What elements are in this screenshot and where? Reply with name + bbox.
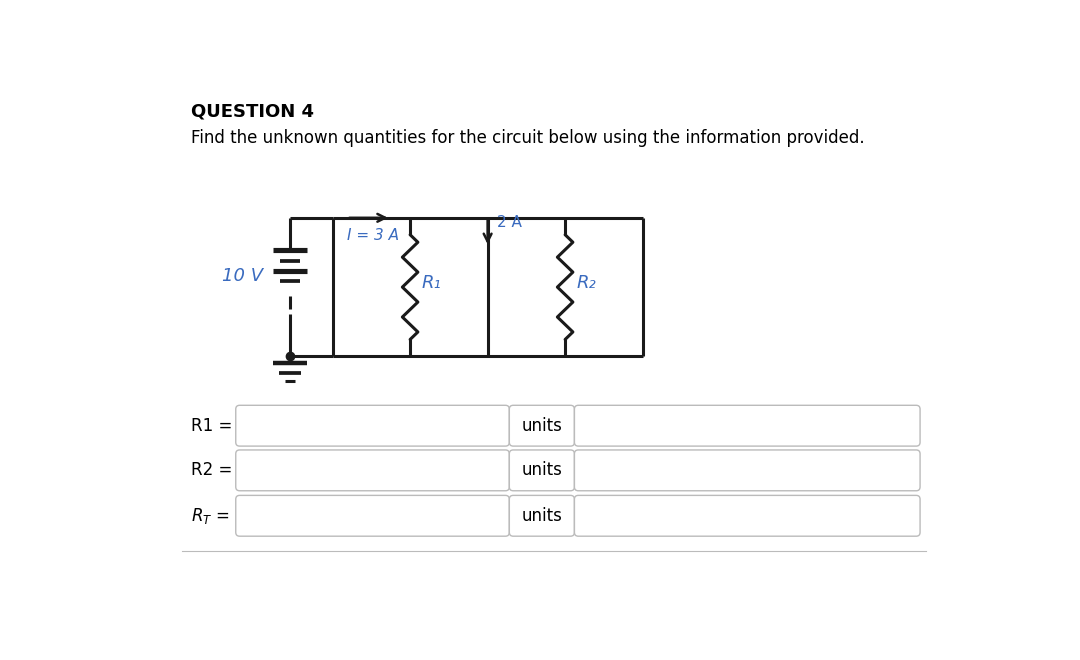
Text: $R_T$ =: $R_T$ = bbox=[191, 506, 229, 526]
Text: I = 3 A: I = 3 A bbox=[347, 228, 399, 243]
FancyBboxPatch shape bbox=[235, 496, 510, 536]
Text: 10 V: 10 V bbox=[221, 267, 262, 284]
Text: Find the unknown quantities for the circuit below using the information provided: Find the unknown quantities for the circ… bbox=[191, 129, 864, 147]
FancyBboxPatch shape bbox=[235, 450, 510, 491]
FancyBboxPatch shape bbox=[510, 405, 575, 446]
Text: 2 A: 2 A bbox=[497, 216, 522, 230]
FancyBboxPatch shape bbox=[235, 405, 510, 446]
FancyBboxPatch shape bbox=[510, 496, 575, 536]
Text: R₂: R₂ bbox=[577, 275, 596, 292]
FancyBboxPatch shape bbox=[510, 450, 575, 491]
Text: R1 =: R1 = bbox=[191, 416, 232, 435]
Text: R2 =: R2 = bbox=[191, 461, 232, 479]
Text: QUESTION 4: QUESTION 4 bbox=[191, 102, 314, 120]
Text: units: units bbox=[522, 461, 563, 479]
Text: R₁: R₁ bbox=[422, 275, 442, 292]
FancyBboxPatch shape bbox=[575, 405, 920, 446]
FancyBboxPatch shape bbox=[575, 496, 920, 536]
Text: units: units bbox=[522, 416, 563, 435]
FancyBboxPatch shape bbox=[575, 450, 920, 491]
Text: units: units bbox=[522, 507, 563, 525]
